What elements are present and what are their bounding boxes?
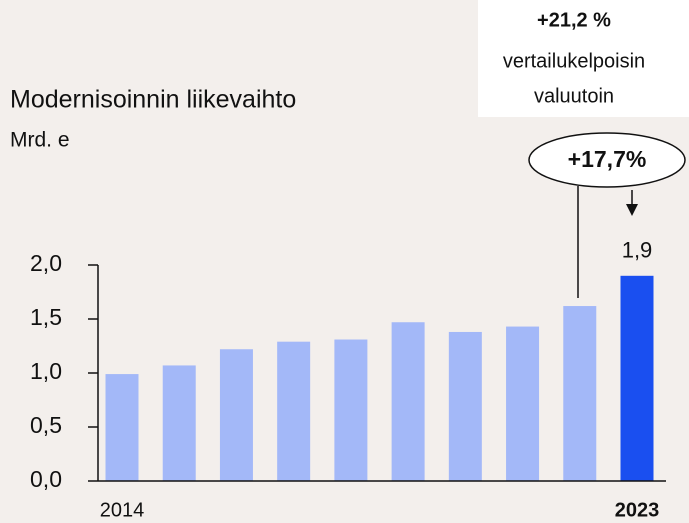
annotation: vertailukelpoisin (503, 50, 645, 72)
annotation: +21,2 % (537, 9, 611, 31)
x-tick-label: 2023 (615, 499, 660, 521)
y-tick-label: 2,0 (30, 250, 62, 276)
bar (219, 349, 253, 481)
y-tick-label: 0,0 (30, 466, 62, 492)
y-tick-label: 1,0 (30, 358, 62, 384)
chart-title: Modernisoinnin liikevaihto (10, 86, 296, 114)
value-label: 1,9 (622, 238, 653, 263)
arrow-head (626, 204, 638, 216)
bar (391, 322, 425, 481)
bar (448, 331, 482, 481)
chart-subtitle: Mrd. e (10, 129, 70, 152)
y-tick-label: 1,5 (30, 304, 62, 330)
annotation: +17,7% (568, 146, 647, 172)
growth-bubble (528, 132, 686, 188)
bar (563, 306, 597, 481)
annotation-box (478, 0, 689, 117)
bar (620, 275, 654, 481)
bar (334, 339, 368, 481)
x-tick-label: 2014 (100, 499, 145, 521)
annotation: valuutoin (534, 85, 614, 107)
bar (105, 374, 139, 481)
bar (506, 326, 540, 481)
y-tick-label: 0,5 (30, 412, 62, 438)
bar (162, 365, 196, 481)
bar (277, 341, 311, 481)
